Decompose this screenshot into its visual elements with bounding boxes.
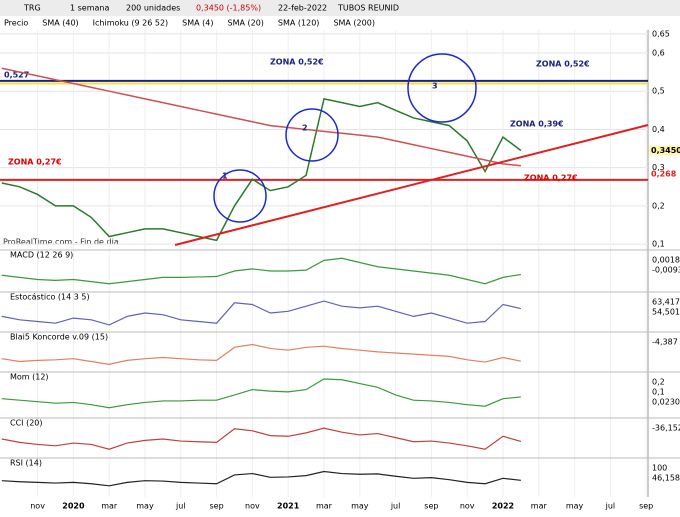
indicator-line [1, 257, 521, 285]
x-tick-label: mar [531, 502, 548, 511]
stock-name: TUBOS REUNID [337, 4, 399, 13]
symbol[interactable]: TRG [23, 4, 41, 13]
x-tick-label: jul [605, 502, 616, 511]
panel-label: 63,417 [652, 298, 680, 307]
x-tick-label: jul [390, 502, 401, 511]
panel-title: Blai5 Koncorde v.09 (15) [10, 333, 108, 342]
x-tick-label: may [566, 502, 584, 511]
y-tick-label: 0,6 [652, 48, 665, 57]
price-line [1, 97, 522, 242]
panel-label: 46,158 [652, 474, 680, 483]
footer: ProRealTime.com - Fin de dia [3, 238, 119, 247]
indicator-line [1, 470, 521, 487]
y-tick-label: 0,4 [652, 125, 665, 134]
panel-label: 0,0018 [652, 256, 680, 265]
x-tick-label: 2022 [492, 502, 514, 511]
panel-label: 100 [652, 464, 667, 473]
panel-label: -0,0093 [652, 266, 680, 275]
annotation: ZONA 0,27€ [8, 158, 62, 167]
trend-line [174, 124, 649, 246]
toolbar [0, 0, 680, 16]
panel-label: 54,501 [652, 308, 680, 317]
x-tick-label: sep [210, 502, 224, 511]
panel-label: -36,152 [652, 424, 680, 433]
x-tick-label: nov [245, 502, 260, 511]
y-tick-label: 0,5 [652, 87, 665, 96]
annotation: ZONA 0,39€ [510, 120, 564, 129]
legend-entry: SMA (40) [42, 19, 78, 28]
x-tick-label: may [136, 502, 154, 511]
x-tick-label: 2020 [62, 502, 85, 511]
last-price-box [649, 145, 680, 156]
level-label: 0,527 [4, 70, 29, 79]
panel-label: 0,1 [652, 388, 665, 397]
period[interactable]: 1 semana [70, 4, 109, 13]
x-tick-label: jul [175, 502, 186, 511]
level-label: 0,268 [651, 169, 677, 178]
units[interactable]: 200 unidades [126, 4, 180, 13]
legend-entry: Ichimoku (9 26 52) [93, 19, 169, 28]
x-tick-label: nov [30, 502, 45, 511]
panel-title: RSI (14) [10, 459, 42, 468]
circle-mark [213, 169, 267, 223]
quote: 0,3450 (-1,85%) [196, 4, 261, 13]
circle-mark [407, 53, 477, 123]
annotation: ZONA 0,27€ [524, 174, 578, 183]
price-line [1, 67, 521, 167]
panel-title: CCI (20) [10, 419, 43, 428]
date: 22-feb-2022 [278, 4, 327, 13]
indicator-line [1, 300, 522, 326]
legend-entry: Precio [4, 19, 28, 28]
x-tick-label: sep [639, 502, 653, 511]
annotation: ZONA 0,52€ [536, 60, 590, 69]
last-price: 0,3450 [651, 146, 680, 155]
x-tick-label: sep [424, 502, 438, 511]
legend-entry: SMA (4) [182, 19, 213, 28]
x-tick-label: mar [316, 502, 333, 511]
x-tick-label: 2021 [277, 502, 300, 511]
y-tick-label: 0,2 [652, 201, 665, 210]
annotation: 1 [222, 172, 228, 181]
panel-label: 0,0230 [652, 398, 680, 407]
indicator-line [1, 343, 522, 365]
x-tick-label: mar [101, 502, 118, 511]
annotation: 3 [432, 82, 438, 91]
legend-entry: SMA (20) [228, 19, 264, 28]
annotation: 2 [302, 124, 308, 133]
panel-label: 0,2 [652, 378, 665, 387]
panel-title: Mom (12) [10, 373, 49, 382]
panel-label: -4,387 [652, 338, 678, 347]
x-tick-label: nov [460, 502, 475, 511]
legend-entry: SMA (120) [278, 19, 320, 28]
circle-mark [285, 108, 339, 162]
y-tick-label: 0,1 [652, 240, 665, 249]
x-tick-label: may [351, 502, 369, 511]
y-tick-label: 0,65 [652, 29, 670, 38]
annotation: ZONA 0,52€ [270, 58, 324, 67]
y-tick-label: 0,3 [652, 163, 665, 172]
indicator-line [1, 427, 522, 450]
panel-title: MACD (12 26 9) [10, 251, 73, 260]
indicator-line [1, 378, 521, 409]
panel-title: Estocástico (14 3 5) [10, 293, 90, 302]
legend-entry: SMA (200) [333, 19, 375, 28]
